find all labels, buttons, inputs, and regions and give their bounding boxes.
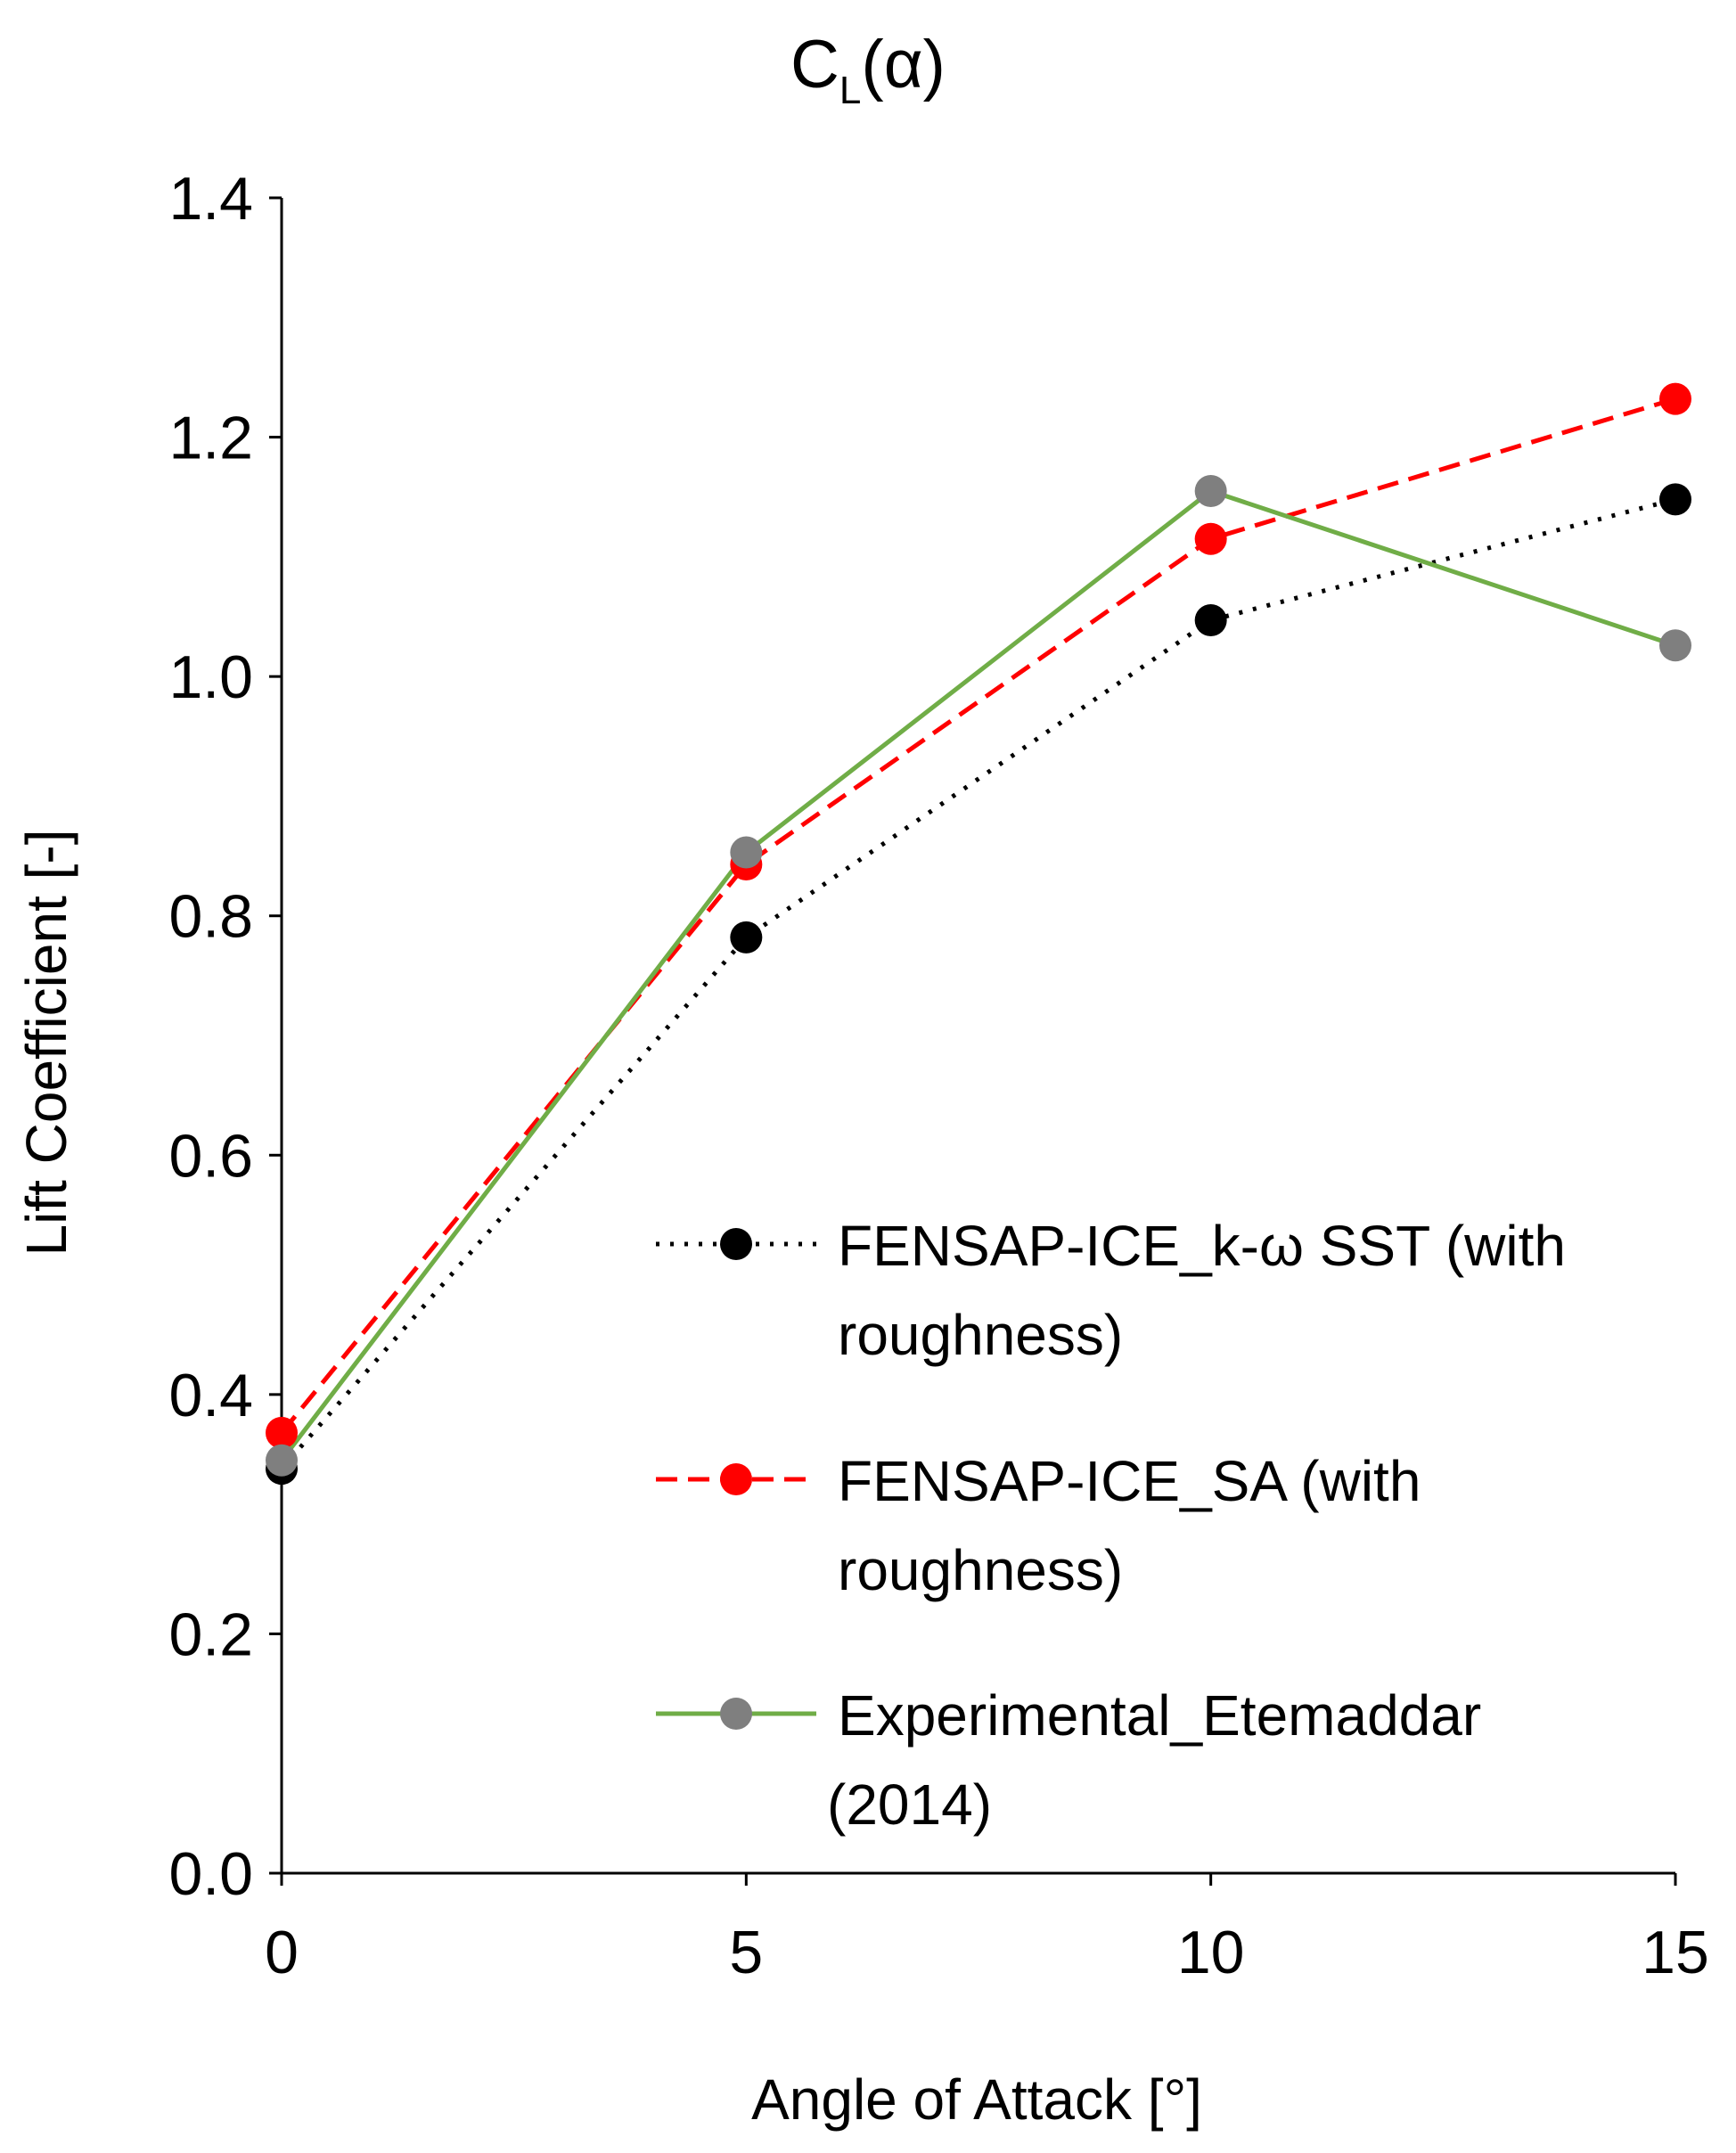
series-1-marker xyxy=(1659,382,1691,415)
x-axis-ticks: 0 5 10 15 xyxy=(265,1873,1709,1986)
legend-marker-0 xyxy=(720,1228,752,1260)
chart-title-main: C xyxy=(790,27,839,102)
series-layer xyxy=(266,382,1691,1486)
y-tick-label: 0.0 xyxy=(168,1840,253,1908)
legend-label-1: FENSAP-ICE_SA (with xyxy=(838,1449,1421,1513)
y-tick-label: 0.8 xyxy=(168,883,253,951)
legend-label-2: (2014) xyxy=(827,1772,992,1837)
legend-label-0: FENSAP-ICE_k-ω SST (with xyxy=(838,1214,1566,1278)
x-axis-label: Angle of Attack [°] xyxy=(751,2067,1202,2132)
series-2-marker xyxy=(266,1444,298,1477)
chart-title-suffix: (α) xyxy=(861,27,946,102)
y-tick-label: 1.2 xyxy=(168,405,253,472)
chart-title-subscript: L xyxy=(839,69,861,112)
y-tick-label: 1.4 xyxy=(168,165,253,233)
legend-label-1: roughness) xyxy=(838,1538,1123,1602)
x-tick-label: 0 xyxy=(265,1919,299,1986)
x-tick-label: 10 xyxy=(1177,1919,1245,1986)
y-tick-label: 0.4 xyxy=(168,1362,253,1429)
series-1-marker xyxy=(1194,522,1227,555)
series-line-1 xyxy=(280,397,1676,1435)
series-line-2 xyxy=(280,488,1676,1462)
series-0-marker xyxy=(730,921,763,954)
series-0-marker xyxy=(1194,604,1227,637)
y-tick-label: 1.0 xyxy=(168,643,253,711)
chart-title: CL(α) xyxy=(790,27,946,112)
series-2-marker xyxy=(1659,629,1691,662)
series-0-marker xyxy=(1659,483,1691,516)
series-1-marker xyxy=(266,1416,298,1449)
x-tick-label: 5 xyxy=(729,1919,763,1986)
legend: FENSAP-ICE_k-ω SST (with roughness) FENSAP… xyxy=(656,1214,1566,1837)
legend-label-2: Experimental_Etemaddar xyxy=(838,1683,1481,1748)
series-line-0 xyxy=(280,496,1676,1470)
y-tick-label: 0.2 xyxy=(168,1600,253,1668)
series-2-marker xyxy=(1194,475,1227,507)
y-axis-ticks: 0.0 0.2 0.4 0.6 0.8 1.0 1.2 1.4 xyxy=(168,165,282,1908)
x-tick-label: 15 xyxy=(1642,1919,1709,1986)
series-2-marker xyxy=(730,836,763,869)
legend-marker-2 xyxy=(720,1698,752,1730)
legend-marker-1 xyxy=(720,1463,752,1495)
y-axis-label: Lift Coefficient [-] xyxy=(14,829,78,1256)
legend-label-0: roughness) xyxy=(838,1303,1123,1367)
y-tick-label: 0.6 xyxy=(168,1122,253,1190)
